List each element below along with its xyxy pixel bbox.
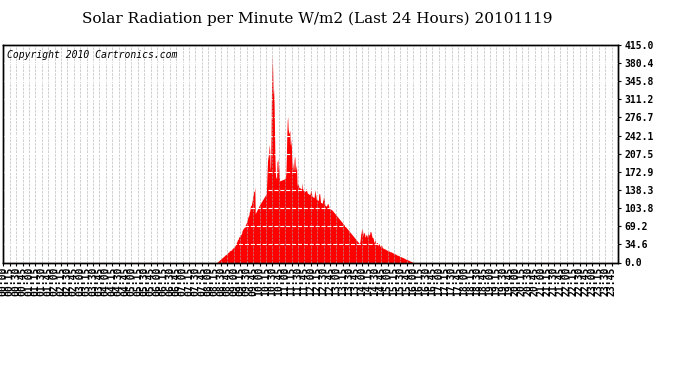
Text: Copyright 2010 Cartronics.com: Copyright 2010 Cartronics.com	[6, 51, 177, 60]
Text: Solar Radiation per Minute W/m2 (Last 24 Hours) 20101119: Solar Radiation per Minute W/m2 (Last 24…	[82, 11, 553, 26]
